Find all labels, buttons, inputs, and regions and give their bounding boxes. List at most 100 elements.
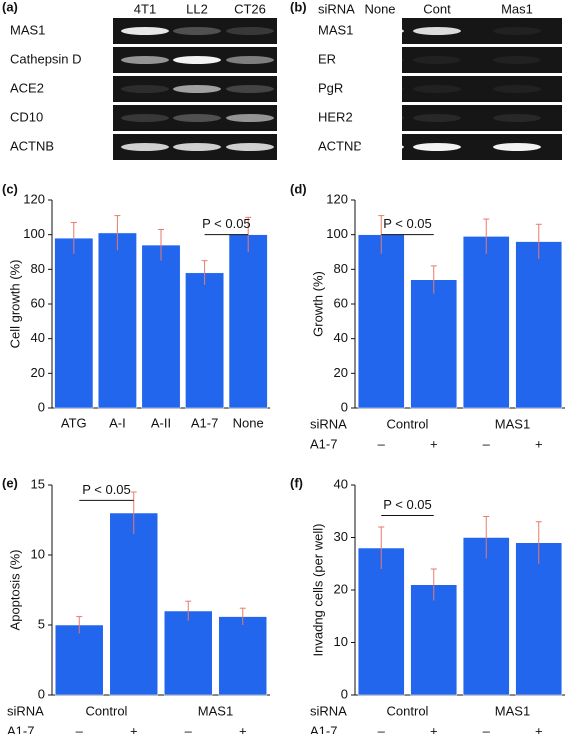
bar [55, 624, 104, 696]
gel-row-label: PgR [318, 80, 343, 95]
y-tick-label: 20 [31, 365, 45, 380]
gel-band [493, 143, 541, 151]
x-tick-label: A1-7 [191, 415, 218, 430]
x-tick-label: + [130, 723, 138, 734]
bar [109, 512, 158, 696]
panel-label: (d) [290, 181, 307, 196]
gel-band [226, 27, 274, 35]
bar [54, 237, 94, 409]
bar [141, 244, 181, 409]
gel-band [226, 114, 274, 122]
gel-column-label: 4T1 [134, 1, 156, 16]
y-tick-label: 80 [31, 261, 45, 276]
gel-band [356, 85, 404, 93]
x-title: A1-7 [310, 436, 337, 451]
gel-band [413, 85, 461, 93]
y-axis-label: Apoptosis (%) [7, 550, 22, 631]
x-tick-label: – [483, 723, 491, 734]
y-tick-label: 80 [334, 261, 348, 276]
y-tick-label: 5 [38, 616, 45, 631]
gel-band [121, 114, 169, 122]
bar [515, 241, 563, 409]
y-tick-label: 20 [334, 581, 348, 596]
y-tick-label: 10 [334, 634, 348, 649]
panel-label: (f) [290, 475, 303, 490]
x-group-title: siRNA [310, 416, 347, 431]
bar [515, 542, 563, 696]
y-tick-label: 0 [38, 686, 45, 701]
bar [185, 272, 225, 409]
y-axis-label: Growth (%) [310, 271, 325, 337]
x-group-label: Control [387, 703, 429, 718]
x-tick-label: – [483, 436, 491, 451]
annotation: P < 0.05 [82, 482, 131, 497]
panel-label: (b) [290, 0, 307, 14]
bar [410, 584, 458, 696]
gel-row-label: ACE2 [10, 80, 44, 95]
x-tick-label: + [535, 723, 543, 734]
gel-band [121, 143, 169, 151]
bar [228, 234, 268, 409]
gel-band [173, 27, 221, 35]
x-tick-label: + [239, 723, 247, 734]
bar [357, 547, 405, 696]
x-group-title: siRNA [310, 703, 347, 718]
gel-column-label: Mas1 [501, 1, 533, 16]
y-tick-label: 100 [23, 226, 45, 241]
gel-band [226, 56, 274, 64]
x-tick-label: A-I [109, 415, 126, 430]
gel-row-label: CD10 [10, 109, 43, 124]
y-tick-label: 120 [326, 191, 348, 206]
panel-label: (e) [2, 475, 18, 490]
x-title: A1-7 [310, 723, 337, 734]
y-axis-label: Invadng cells (per well) [310, 524, 325, 657]
x-tick-label: None [233, 415, 264, 430]
x-tick-label: + [430, 723, 438, 734]
gel-band [121, 85, 169, 93]
y-tick-label: 0 [38, 399, 45, 414]
y-tick-label: 0 [341, 686, 348, 701]
x-group-label: MAS1 [495, 416, 530, 431]
x-tick-label: – [76, 723, 84, 734]
x-tick-label: + [430, 436, 438, 451]
x-tick-label: ATG [61, 415, 87, 430]
y-tick-label: 60 [334, 295, 348, 310]
gel-band [413, 27, 461, 35]
panel-label: (c) [2, 181, 18, 196]
annotation: P < 0.05 [383, 216, 432, 231]
annotation: P < 0.05 [202, 216, 251, 231]
x-tick-label: + [535, 436, 543, 451]
y-tick-label: 0 [341, 399, 348, 414]
x-group-title: siRNA [7, 703, 44, 718]
gel-row-label: HER2 [318, 109, 353, 124]
x-group-label: MAS1 [495, 703, 530, 718]
gel-band [173, 143, 221, 151]
y-tick-label: 120 [23, 191, 45, 206]
x-tick-label: A-II [151, 415, 171, 430]
gel-lane [402, 76, 562, 102]
gel-band [226, 85, 274, 93]
gel-lane [402, 105, 562, 131]
bar [410, 279, 458, 409]
bar [462, 537, 510, 696]
gel-row-label: ACTNB [10, 138, 54, 153]
bar [164, 610, 213, 696]
y-tick-label: 60 [31, 295, 45, 310]
x-tick-label: – [378, 723, 386, 734]
x-group-label: MAS1 [198, 703, 233, 718]
y-tick-label: 10 [31, 546, 45, 561]
gel-band [121, 27, 169, 35]
gel-band [173, 56, 221, 64]
bar [97, 232, 137, 409]
gel-band [413, 143, 461, 151]
gel-column-label: Cont [423, 1, 451, 16]
x-title: A1-7 [7, 723, 34, 734]
gel-band [493, 85, 541, 93]
x-tick-label: – [185, 723, 193, 734]
gel-band [493, 114, 541, 122]
x-group-label: Control [86, 703, 128, 718]
y-tick-label: 100 [326, 226, 348, 241]
gel-band [413, 114, 461, 122]
gel-band [356, 143, 404, 151]
